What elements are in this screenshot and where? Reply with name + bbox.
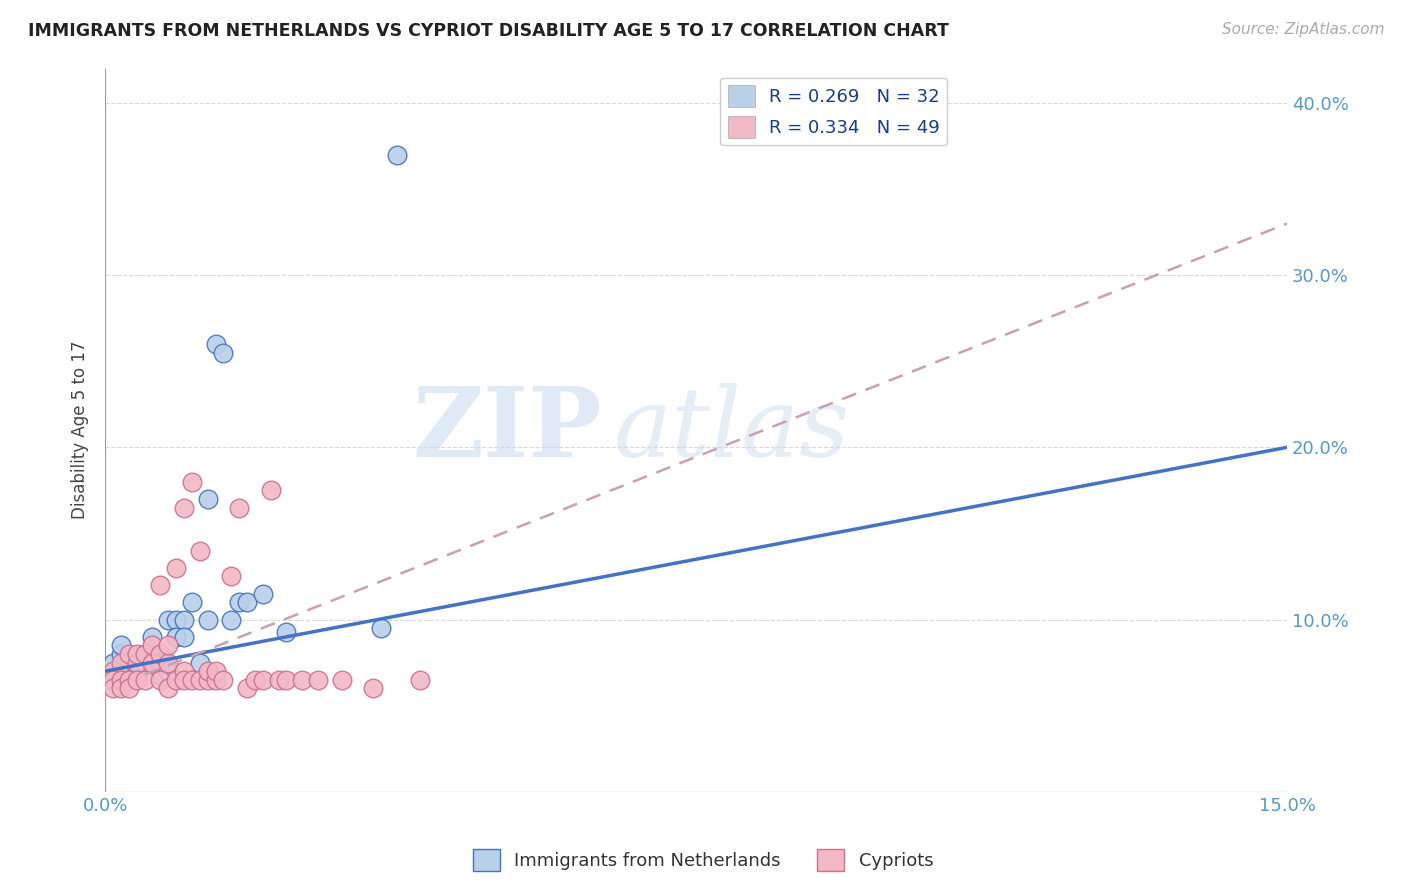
Point	[110, 681, 132, 696]
Point	[110, 647, 132, 661]
Point	[118, 681, 141, 696]
Point	[134, 656, 156, 670]
Point	[149, 673, 172, 687]
Point	[197, 613, 219, 627]
Point	[149, 656, 172, 670]
Point	[385, 147, 408, 161]
Point	[243, 673, 266, 687]
Point	[180, 475, 202, 489]
Point	[110, 656, 132, 670]
Point	[134, 647, 156, 661]
Point	[134, 673, 156, 687]
Point	[157, 638, 180, 652]
Point	[291, 673, 314, 687]
Point	[118, 664, 141, 678]
Point	[370, 621, 392, 635]
Point	[236, 681, 259, 696]
Point	[125, 661, 148, 675]
Point	[236, 595, 259, 609]
Point	[141, 656, 163, 670]
Point	[188, 656, 211, 670]
Point	[118, 656, 141, 670]
Point	[204, 337, 226, 351]
Text: ZIP: ZIP	[412, 383, 602, 477]
Point	[165, 630, 187, 644]
Point	[260, 483, 283, 498]
Point	[141, 638, 163, 652]
Point	[252, 673, 274, 687]
Point	[118, 647, 141, 661]
Point	[141, 630, 163, 644]
Point	[125, 656, 148, 670]
Point	[173, 500, 195, 515]
Point	[125, 667, 148, 681]
Point	[204, 664, 226, 678]
Text: atlas: atlas	[613, 383, 849, 477]
Point	[134, 647, 156, 661]
Point	[188, 543, 211, 558]
Text: IMMIGRANTS FROM NETHERLANDS VS CYPRIOT DISABILITY AGE 5 TO 17 CORRELATION CHART: IMMIGRANTS FROM NETHERLANDS VS CYPRIOT D…	[28, 22, 949, 40]
Point	[204, 673, 226, 687]
Point	[149, 647, 172, 661]
Point	[173, 630, 195, 644]
Point	[197, 491, 219, 506]
Legend: Immigrants from Netherlands, Cypriots: Immigrants from Netherlands, Cypriots	[465, 842, 941, 879]
Point	[149, 578, 172, 592]
Point	[165, 613, 187, 627]
Legend: R = 0.269   N = 32, R = 0.334   N = 49: R = 0.269 N = 32, R = 0.334 N = 49	[720, 78, 948, 145]
Point	[228, 595, 250, 609]
Point	[180, 595, 202, 609]
Point	[101, 673, 124, 687]
Point	[219, 569, 242, 583]
Point	[197, 664, 219, 678]
Point	[361, 681, 384, 696]
Point	[101, 664, 124, 678]
Point	[276, 624, 298, 639]
Point	[307, 673, 329, 687]
Point	[157, 681, 180, 696]
Point	[228, 500, 250, 515]
Point	[188, 673, 211, 687]
Point	[157, 656, 180, 670]
Point	[252, 587, 274, 601]
Point	[330, 673, 353, 687]
Point	[101, 681, 124, 696]
Point	[110, 673, 132, 687]
Point	[125, 673, 148, 687]
Point	[141, 656, 163, 670]
Point	[173, 613, 195, 627]
Point	[157, 664, 180, 678]
Point	[110, 638, 132, 652]
Point	[409, 673, 432, 687]
Text: Source: ZipAtlas.com: Source: ZipAtlas.com	[1222, 22, 1385, 37]
Y-axis label: Disability Age 5 to 17: Disability Age 5 to 17	[72, 341, 89, 519]
Point	[212, 345, 235, 359]
Point	[165, 561, 187, 575]
Point	[219, 613, 242, 627]
Point	[149, 667, 172, 681]
Point	[197, 673, 219, 687]
Point	[165, 673, 187, 687]
Point	[267, 673, 290, 687]
Point	[276, 673, 298, 687]
Point	[157, 613, 180, 627]
Point	[173, 664, 195, 678]
Point	[180, 673, 202, 687]
Point	[101, 656, 124, 670]
Point	[125, 647, 148, 661]
Point	[173, 673, 195, 687]
Point	[212, 673, 235, 687]
Point	[118, 673, 141, 687]
